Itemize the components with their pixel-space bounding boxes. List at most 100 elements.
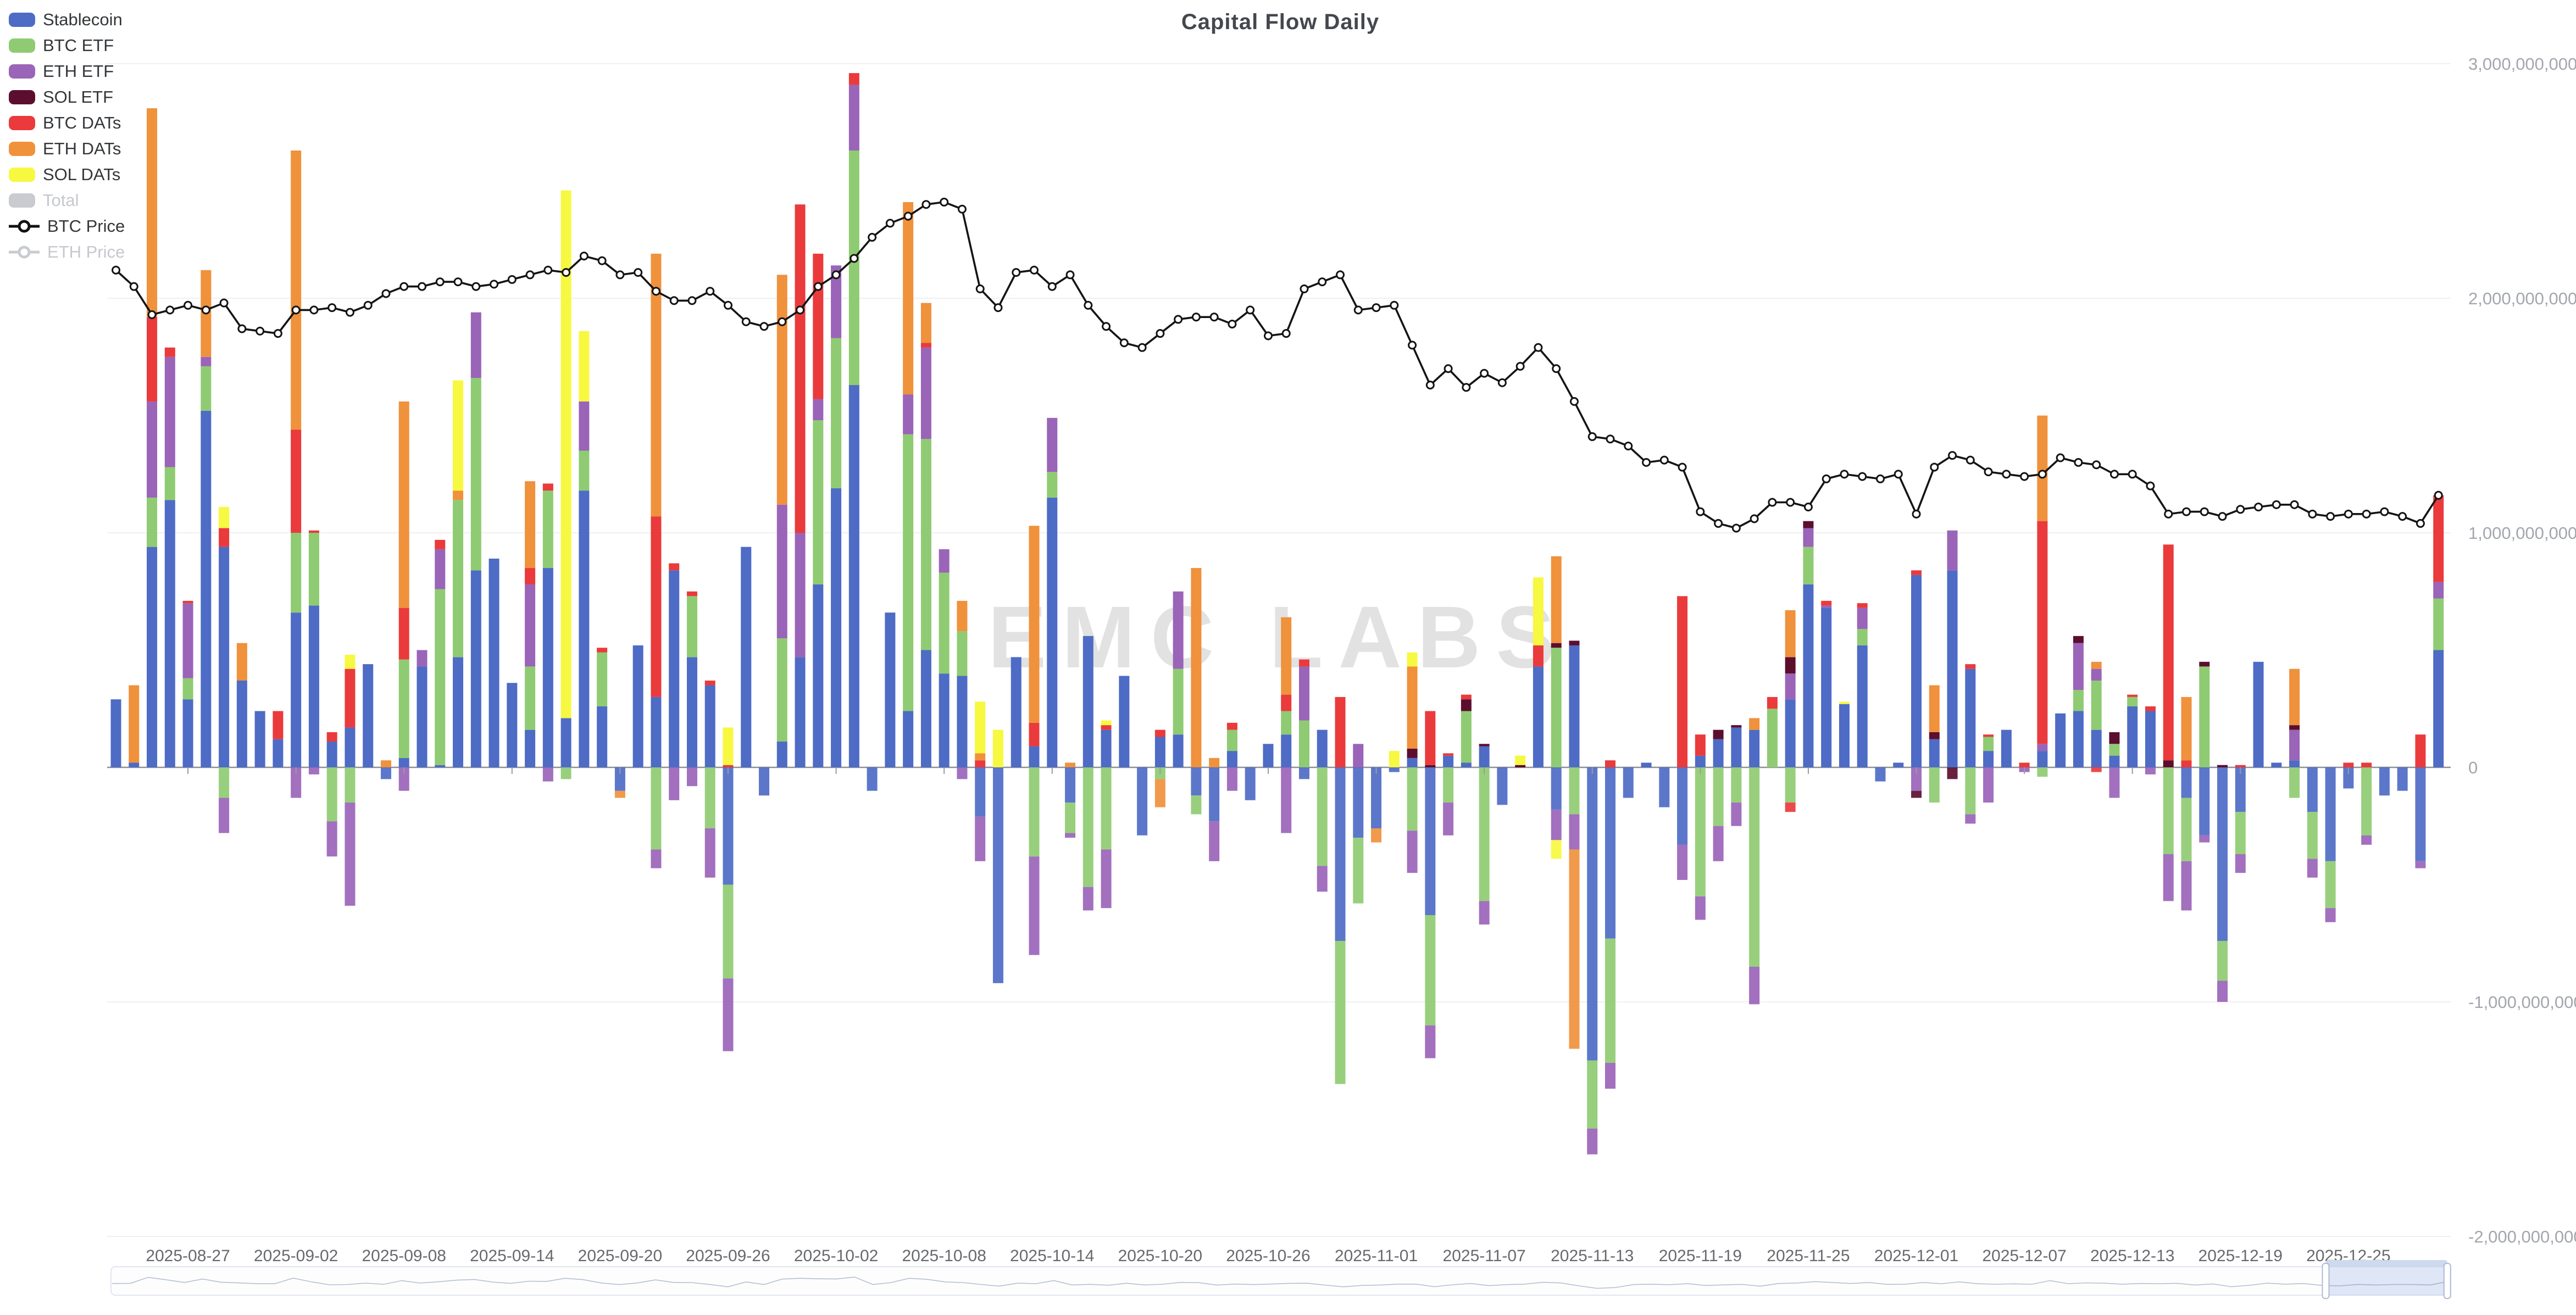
legend-item-btc-price[interactable]: BTC Price [9, 213, 125, 239]
legend-item-btc-etf[interactable]: BTC ETF [9, 32, 125, 58]
segment-eth_etf [2163, 854, 2174, 901]
legend-item-eth-etf[interactable]: ETH ETF [9, 58, 125, 84]
price-marker-icon [1191, 313, 1201, 322]
price-marker-icon [2128, 470, 2137, 479]
segment-btc_etf [597, 652, 608, 706]
legend-item-btc-dats[interactable]: BTC DATs [9, 110, 125, 136]
datazoom-left-handle[interactable] [2322, 1263, 2330, 1299]
legend-item-sol-etf[interactable]: SOL ETF [9, 84, 125, 110]
legend-label: Total [43, 190, 79, 210]
x-axis-label: 2025-09-26 [686, 1247, 770, 1265]
segment-eth_etf [201, 356, 212, 366]
price-marker-icon [2254, 503, 2263, 512]
segment-eth_dats [1551, 556, 1562, 643]
x-axis-label: 2025-09-02 [254, 1247, 338, 1265]
datazoom-slider[interactable] [110, 1260, 2451, 1299]
price-marker-icon [1822, 474, 1831, 483]
y-axis-label: 3,000,000,000 [2468, 54, 2576, 74]
bar-2025-09-25 [704, 681, 715, 878]
segment-btc_etf [1731, 767, 1742, 803]
price-marker-icon [1497, 378, 1507, 387]
bar-2025-10-22 [1191, 568, 1202, 815]
segment-btc_etf [1443, 767, 1454, 803]
segment-btc_dats [2091, 767, 2102, 772]
bar-2025-11-09 [1515, 755, 1526, 767]
price-marker-icon [1425, 380, 1435, 389]
price-marker-icon [1353, 305, 1363, 315]
segment-eth_etf [2325, 908, 2336, 922]
segment-sol_etf [1551, 643, 1562, 648]
segment-btc_etf [201, 366, 212, 411]
bar-2025-10-12 [1011, 657, 1021, 767]
datazoom-track[interactable] [110, 1266, 2450, 1296]
bar-2025-10-11 [992, 729, 1003, 983]
segment-btc_etf [2325, 861, 2336, 909]
segment-sol_dats [1533, 577, 1544, 645]
segment-sol_dats [992, 729, 1003, 767]
price-marker-icon [1336, 270, 1345, 280]
price-marker-icon [1408, 341, 1417, 350]
segment-btc_etf [1353, 838, 1364, 904]
segment-stablecoin [1209, 767, 1220, 822]
bar-2025-10-20 [1154, 729, 1165, 807]
price-marker-icon [796, 305, 805, 315]
price-marker-icon [399, 282, 409, 291]
segment-sol_dats [723, 727, 734, 765]
price-marker-icon [2074, 458, 2083, 467]
price-marker-icon [147, 310, 157, 319]
price-marker-icon [975, 284, 985, 293]
segment-btc_dats [345, 668, 356, 728]
x-axis-label: 2025-12-13 [2090, 1247, 2174, 1265]
legend-item-stablecoin[interactable]: Stablecoin [9, 7, 125, 32]
price-marker-icon [2218, 512, 2227, 521]
datazoom-right-handle[interactable] [2443, 1263, 2451, 1299]
segment-stablecoin [686, 657, 697, 767]
segment-stablecoin [1173, 734, 1184, 767]
legend-item-eth-price[interactable]: ETH Price [9, 239, 125, 265]
segment-btc_etf [2091, 681, 2102, 730]
legend-item-total[interactable]: Total [9, 187, 125, 213]
bar-2025-11-04 [1425, 711, 1436, 1058]
segment-stablecoin [2181, 767, 2192, 798]
segment-btc_etf [525, 666, 536, 730]
segment-sol_etf [2109, 732, 2120, 744]
segment-sol_etf [1515, 765, 1526, 767]
price-marker-icon [1065, 270, 1075, 280]
segment-eth_etf [1965, 814, 1976, 824]
segment-btc_etf [579, 450, 590, 491]
segment-btc_dats [1821, 600, 1832, 606]
segment-btc_etf [723, 884, 734, 979]
segment-eth_dats [2037, 415, 2048, 521]
segment-btc_etf [1479, 767, 1490, 901]
price-marker-icon [453, 277, 463, 287]
price-marker-icon [2326, 512, 2335, 521]
legend-item-eth-dats[interactable]: ETH DATs [9, 136, 125, 161]
segment-eth_dats [1371, 828, 1382, 843]
btc-price-markers [112, 197, 2443, 533]
price-marker-icon [706, 287, 715, 296]
price-marker-icon [507, 275, 517, 284]
segment-eth_etf [2217, 980, 2228, 1002]
segment-eth_etf [1047, 417, 1058, 472]
segment-btc_dats [669, 563, 680, 571]
price-marker-icon [1696, 507, 1705, 516]
bar-2025-10-06 [903, 202, 914, 767]
segment-eth_etf [920, 347, 931, 439]
bar-2025-09-01 [273, 711, 284, 767]
bar-2025-12-23 [2307, 767, 2318, 878]
bar-2025-09-02 [291, 150, 302, 798]
bar-2025-11-26 [1821, 600, 1832, 767]
segment-stablecoin [435, 765, 446, 767]
legend-item-sol-dats[interactable]: SOL DATs [9, 161, 125, 187]
segment-stablecoin [975, 767, 986, 817]
segment-sol_dats [1515, 755, 1526, 765]
segment-stablecoin [1821, 608, 1832, 767]
price-marker-icon [1281, 329, 1291, 338]
segment-eth_etf [2289, 729, 2300, 761]
segment-btc_dats [1335, 696, 1346, 767]
datazoom-selection[interactable] [2325, 1267, 2447, 1295]
datazoom-selection-cap[interactable] [2325, 1260, 2447, 1267]
y-axis-label: 2,000,000,000 [2468, 289, 2576, 308]
segment-stablecoin [2415, 767, 2426, 861]
